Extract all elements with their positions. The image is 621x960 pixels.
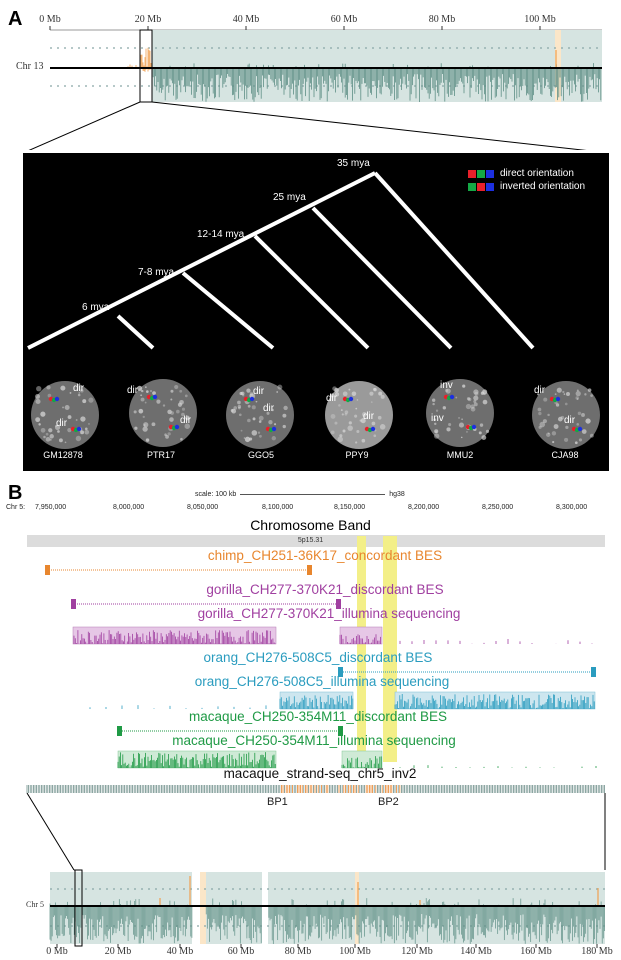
cell-signal-label: inv — [431, 413, 444, 424]
cell-signal-label: dir — [263, 403, 275, 414]
coord-tick: 8,150,000 — [334, 504, 366, 511]
blue-swatch — [486, 182, 494, 191]
axis-tick: 100 Mb — [524, 14, 556, 25]
cell-id-label: PPY9 — [345, 450, 369, 460]
scale-bar: scale: 100 kb hg38 — [195, 491, 405, 498]
phylogeny-tree — [27, 171, 600, 449]
panel-a-label: A — [8, 8, 23, 30]
node-age-6: 6 mya — [82, 302, 110, 313]
bp1-label: BP1 — [267, 796, 288, 808]
axis-tick: 140 Mb — [460, 946, 492, 957]
axis-tick: 0 Mb — [46, 946, 68, 957]
coord-tick: 8,200,000 — [408, 504, 440, 511]
track-chimp-bes: chimp_CH251-36K17_concordant BES — [207, 548, 443, 563]
cell-signal-label: dir — [56, 418, 68, 429]
cell-signal-label: dir — [180, 415, 192, 426]
scale-line — [240, 493, 386, 495]
coord-tick: 8,250,000 — [482, 504, 514, 511]
cell-id-label: CJA98 — [551, 450, 579, 460]
track-macaque-illumina: macaque_CH250-354M11_illumina sequencing — [172, 733, 456, 748]
coord-tick: 8,000,000 — [113, 504, 145, 511]
chr13-label: Chr 13 — [16, 61, 44, 72]
cell-id-label: GGO5 — [247, 450, 275, 460]
chr13-ideogram — [28, 26, 602, 150]
chr13-track-bg — [152, 30, 602, 102]
bp1-highlight — [357, 536, 366, 762]
axis-tick: 60 Mb — [330, 14, 358, 25]
chromosome-band-title: Chromosome Band — [250, 517, 371, 533]
green-swatch — [468, 182, 476, 191]
cell-signal-label: dir — [363, 411, 375, 422]
axis-tick: 20 Mb — [134, 14, 162, 25]
axis-tick: 80 Mb — [428, 14, 456, 25]
coord-tick: 8,050,000 — [187, 504, 219, 511]
scale-assembly: hg38 — [389, 491, 405, 498]
band-label: 5p15.31 — [297, 537, 324, 544]
cell-signal-label: inv — [440, 380, 453, 391]
axis-tick: 160 Mb — [520, 946, 552, 957]
cell-signal-label: dir — [73, 383, 85, 394]
red-swatch — [468, 169, 476, 178]
coord-tick: 8,300,000 — [556, 504, 588, 511]
axis-tick: 180 Mb — [581, 946, 613, 957]
legend-direct: direct orientation — [500, 168, 574, 179]
cell-signal-label: dir — [534, 385, 546, 396]
track-gorilla-bes: gorilla_CH277-370K21_discordant BES — [206, 582, 444, 597]
chr5-coord-label: Chr 5: — [6, 504, 26, 511]
red-swatch — [477, 182, 485, 191]
cell-id-label: GM12878 — [43, 450, 83, 460]
bp2-highlight — [383, 536, 397, 762]
chr5-zoom-box — [74, 869, 83, 947]
scale-label: scale: — [195, 491, 214, 498]
axis-tick: 0 Mb — [39, 14, 61, 25]
axis-tick: 100 Mb — [339, 946, 371, 957]
axis-tick: 40 Mb — [232, 14, 260, 25]
axis-tick: 20 Mb — [104, 946, 132, 957]
axis-tick: 40 Mb — [166, 946, 194, 957]
scale-value: 100 kb — [215, 491, 237, 498]
cell-signal-label: dir — [127, 385, 139, 396]
track-orang-illumina: orang_CH276-508C5_illumina sequencing — [194, 674, 450, 689]
cell-signal-label: dir — [253, 386, 265, 397]
coord-tick: 8,100,000 — [262, 504, 294, 511]
cell-signal-label: dir — [564, 415, 576, 426]
axis-tick: 80 Mb — [284, 946, 312, 957]
node-age-35: 35 mya — [337, 158, 370, 169]
track-gorilla-illumina: gorilla_CH277-370K21_illumina sequencing — [197, 606, 461, 621]
bp2-label: BP2 — [378, 796, 399, 808]
cell-signal-label: dir — [326, 393, 338, 404]
track-orang-bes: orang_CH276-508C5_discordant BES — [203, 650, 433, 665]
panel-b-label: B — [8, 482, 23, 504]
cell-id-label: PTR17 — [146, 450, 176, 460]
axis-tick: 120 Mb — [401, 946, 433, 957]
orientation-legend: direct orientation inverted orientation — [468, 168, 585, 192]
node-age-12-14: 12-14 mya — [197, 229, 245, 240]
track-macaque-strandseq: macaque_strand-seq_chr5_inv2 — [223, 766, 417, 781]
blue-swatch — [486, 169, 494, 178]
phylogeny-panel: 35 mya 25 mya 12-14 mya 7-8 mya 6 mya di… — [23, 153, 609, 471]
zoom-box — [139, 29, 153, 103]
green-swatch — [477, 169, 485, 178]
track-macaque-bes: macaque_CH250-354M11_discordant BES — [189, 709, 447, 724]
node-age-25: 25 mya — [273, 192, 306, 203]
chr5-label: Chr 5 — [26, 900, 44, 909]
cell-id-label: MMU2 — [446, 450, 474, 460]
coord-tick: 7,950,000 — [35, 504, 67, 511]
node-age-7-8: 7-8 mya — [138, 267, 175, 278]
axis-tick: 60 Mb — [227, 946, 255, 957]
legend-inverted: inverted orientation — [500, 181, 586, 192]
